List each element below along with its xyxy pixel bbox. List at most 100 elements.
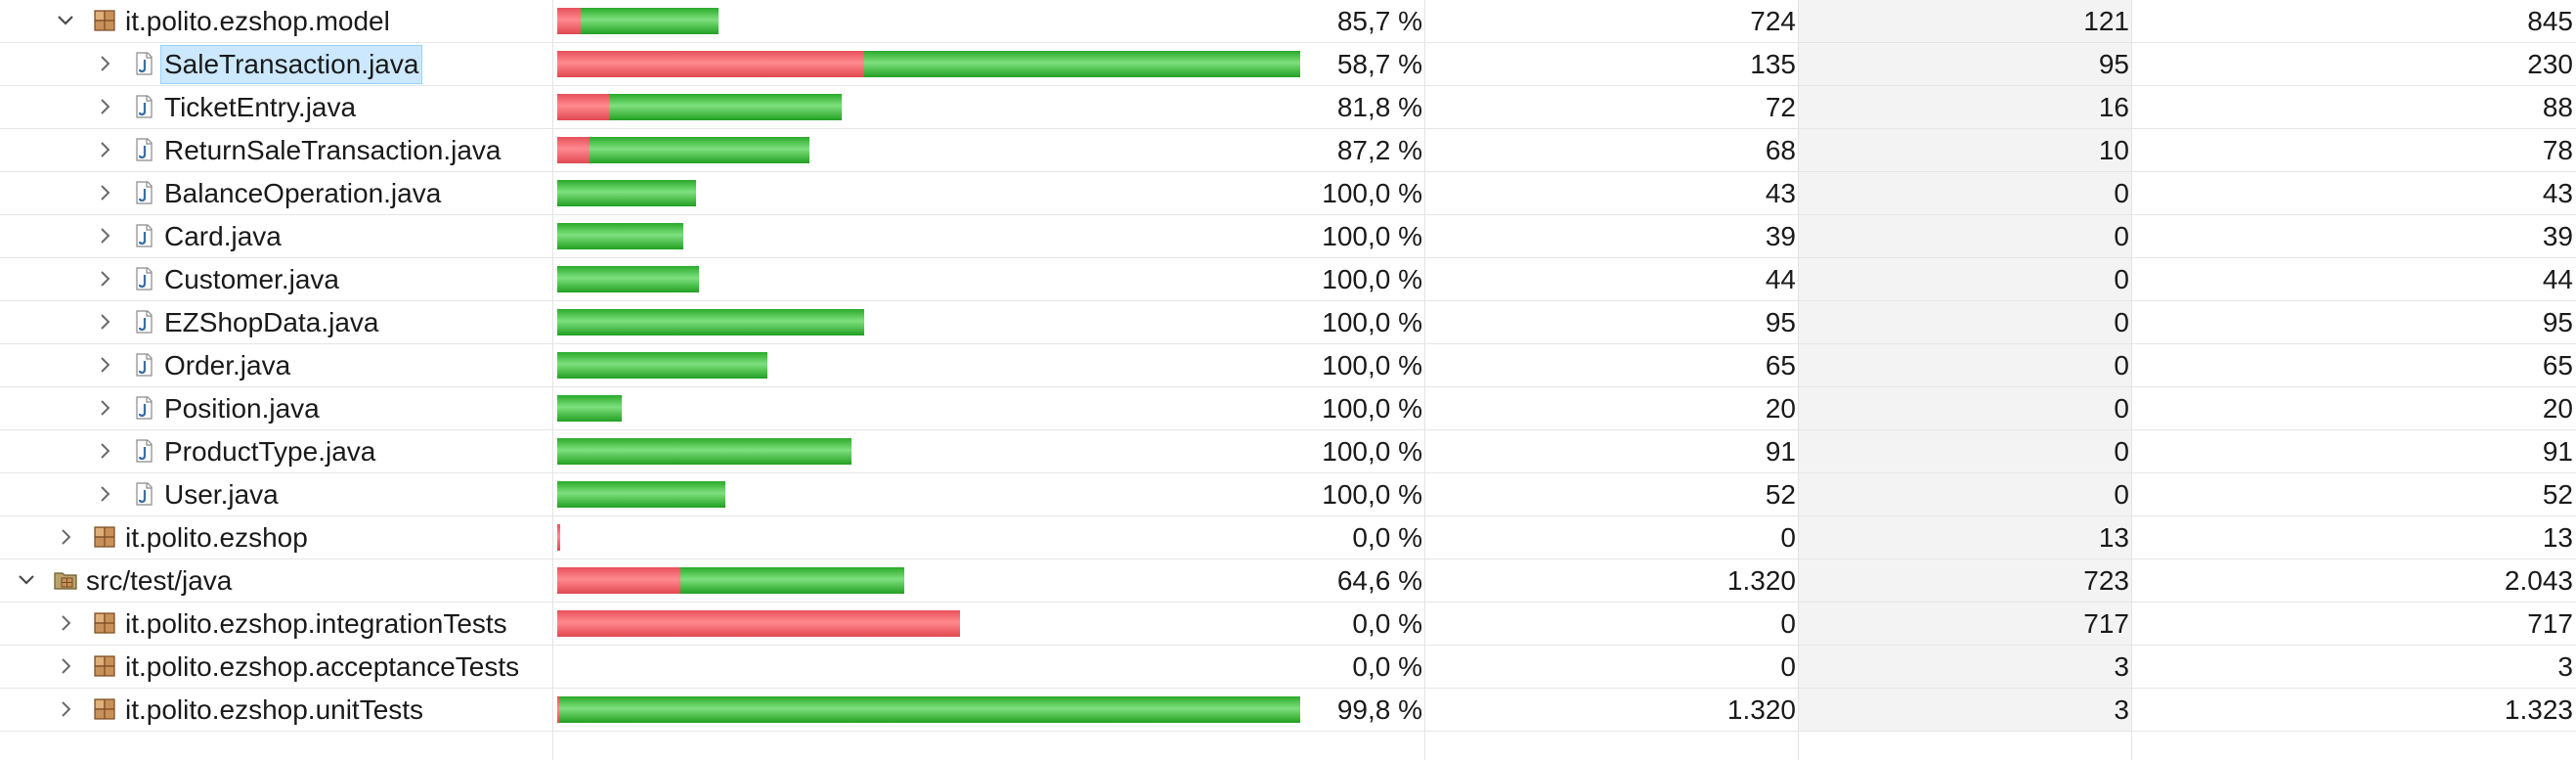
- coverage-percent: 81,8 %: [1336, 92, 1422, 122]
- coverage-bar-cell: [553, 387, 1424, 429]
- total-instructions: 13: [2542, 522, 2573, 553]
- covered-segment: [557, 309, 864, 335]
- tree-row[interactable]: EZShopData.java 100,0 % 95 0 95: [0, 301, 2576, 344]
- chevron-right-icon[interactable]: [92, 180, 117, 205]
- element-cell[interactable]: it.polito.ezshop.model: [0, 0, 552, 42]
- element-cell[interactable]: ReturnSaleTransaction.java: [0, 129, 552, 171]
- chevron-right-icon[interactable]: [92, 223, 117, 248]
- element-label: Card.java: [164, 221, 282, 251]
- chevron-right-icon[interactable]: [92, 395, 117, 421]
- coverage-bar-cell: [553, 430, 1424, 472]
- coverage-percent: 99,8 %: [1336, 694, 1422, 725]
- covered-segment: [559, 696, 1300, 723]
- covered-instructions: 20: [1765, 393, 1796, 424]
- element-cell[interactable]: it.polito.ezshop: [0, 516, 552, 559]
- chevron-right-icon[interactable]: [92, 481, 117, 507]
- missed-instructions: 0: [1799, 430, 2131, 472]
- chevron-down-icon[interactable]: [14, 567, 39, 593]
- element-cell[interactable]: User.java: [0, 473, 552, 515]
- element-label: it.polito.ezshop.unitTests: [125, 694, 424, 725]
- element-label: Order.java: [164, 350, 291, 380]
- column-separator[interactable]: [552, 0, 553, 760]
- tree-row[interactable]: User.java 100,0 % 52 0 52: [0, 473, 2576, 516]
- tree-row[interactable]: Card.java 100,0 % 39 0 39: [0, 215, 2576, 258]
- element-cell[interactable]: Position.java: [0, 387, 552, 429]
- coverage-tree: it.polito.ezshop.model 85,7 % 724 121 845 Sal…: [0, 0, 2576, 732]
- chevron-right-icon[interactable]: [92, 94, 117, 119]
- tree-row[interactable]: it.polito.ezshop.acceptanceTests 0,0 % 0 3 3: [0, 646, 2576, 689]
- tree-row[interactable]: it.polito.ezshop.unitTests 99,8 % 1.320 3 1.…: [0, 689, 2576, 732]
- coverage-bar: [557, 266, 699, 292]
- tree-row[interactable]: Position.java 100,0 % 20 0 20: [0, 387, 2576, 430]
- column-separator[interactable]: [2131, 0, 2132, 760]
- element-label: src/test/java: [86, 565, 233, 596]
- element-cell[interactable]: Order.java: [0, 344, 552, 386]
- coverage-bar-cell: [553, 689, 1424, 731]
- coverage-percent: 100,0 %: [1322, 264, 1422, 294]
- tree-row[interactable]: it.polito.ezshop.model 85,7 % 724 121 845: [0, 0, 2576, 43]
- chevron-down-icon[interactable]: [53, 8, 78, 33]
- total-instructions: 88: [2542, 92, 2573, 122]
- element-cell[interactable]: src/test/java: [0, 559, 552, 602]
- java-file-icon: [131, 266, 156, 291]
- chevron-right-icon[interactable]: [92, 51, 117, 76]
- tree-row[interactable]: ProductType.java 100,0 % 91 0 91: [0, 430, 2576, 473]
- element-cell[interactable]: it.polito.ezshop.acceptanceTests: [0, 646, 552, 688]
- java-file-icon: [131, 51, 156, 76]
- tree-row[interactable]: SaleTransaction.java 58,7 % 135 95 230: [0, 43, 2576, 86]
- tree-row[interactable]: src/test/java 64,6 % 1.320 723 2.043: [0, 559, 2576, 603]
- coverage-percent: 100,0 %: [1322, 307, 1422, 337]
- covered-segment: [557, 352, 767, 379]
- coverage-percent: 100,0 %: [1322, 436, 1422, 467]
- element-cell[interactable]: it.polito.ezshop.unitTests: [0, 689, 552, 731]
- column-separator[interactable]: [1424, 0, 1425, 760]
- chevron-right-icon[interactable]: [92, 266, 117, 291]
- chevron-right-icon[interactable]: [53, 610, 78, 636]
- element-label: ReturnSaleTransaction.java: [164, 135, 502, 165]
- element-label: User.java: [164, 479, 279, 510]
- covered-instructions: 52: [1765, 479, 1796, 510]
- missed-instructions: 0: [1799, 387, 2131, 429]
- element-cell[interactable]: TicketEntry.java: [0, 86, 552, 128]
- element-label: SaleTransaction.java: [160, 45, 423, 84]
- java-file-icon: [131, 438, 156, 464]
- chevron-right-icon[interactable]: [53, 524, 78, 550]
- tree-row[interactable]: Order.java 100,0 % 65 0 65: [0, 344, 2576, 387]
- chevron-right-icon[interactable]: [53, 653, 78, 679]
- covered-instructions: 1.320: [1726, 565, 1796, 596]
- missed-segment: [557, 524, 560, 551]
- covered-instructions: 95: [1765, 307, 1796, 337]
- element-cell[interactable]: BalanceOperation.java: [0, 172, 552, 214]
- covered-instructions: 135: [1750, 49, 1796, 79]
- tree-row[interactable]: it.polito.ezshop.integrationTests 0,0 % 0 7…: [0, 603, 2576, 646]
- missed-instructions: 0: [1799, 301, 2131, 343]
- chevron-right-icon[interactable]: [92, 309, 117, 335]
- element-cell[interactable]: EZShopData.java: [0, 301, 552, 343]
- chevron-right-icon[interactable]: [92, 438, 117, 464]
- chevron-right-icon[interactable]: [92, 352, 117, 378]
- chevron-right-icon[interactable]: [53, 696, 78, 722]
- coverage-bar: [557, 481, 725, 508]
- element-cell[interactable]: ProductType.java: [0, 430, 552, 472]
- missed-instructions: 121: [1799, 0, 2131, 42]
- total-instructions: 1.323: [2504, 694, 2573, 725]
- covered-segment: [581, 8, 719, 34]
- tree-row[interactable]: it.polito.ezshop 0,0 % 0 13 13: [0, 516, 2576, 559]
- tree-row[interactable]: ReturnSaleTransaction.java 87,2 % 68 10 78: [0, 129, 2576, 172]
- column-separator[interactable]: [1798, 0, 1799, 760]
- tree-row[interactable]: TicketEntry.java 81,8 % 72 16 88: [0, 86, 2576, 129]
- coverage-percent: 100,0 %: [1322, 178, 1422, 208]
- total-instructions: 95: [2542, 307, 2573, 337]
- missed-instructions: 3: [1799, 646, 2131, 688]
- java-file-icon: [131, 180, 156, 205]
- coverage-bar: [557, 352, 767, 379]
- element-cell[interactable]: Card.java: [0, 215, 552, 257]
- coverage-bar-cell: [553, 172, 1424, 214]
- total-instructions: 52: [2542, 479, 2573, 510]
- tree-row[interactable]: BalanceOperation.java 100,0 % 43 0 43: [0, 172, 2576, 215]
- element-cell[interactable]: it.polito.ezshop.integrationTests: [0, 603, 552, 645]
- element-cell[interactable]: Customer.java: [0, 258, 552, 300]
- tree-row[interactable]: Customer.java 100,0 % 44 0 44: [0, 258, 2576, 301]
- chevron-right-icon[interactable]: [92, 137, 117, 162]
- element-cell[interactable]: SaleTransaction.java: [0, 43, 552, 85]
